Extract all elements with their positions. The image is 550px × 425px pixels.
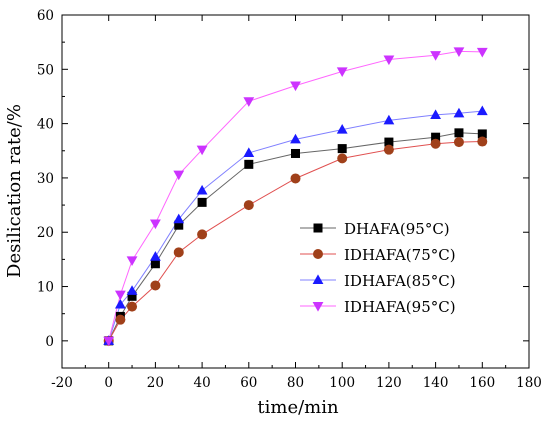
legend-label: IDHAFA(85°C) bbox=[344, 272, 456, 290]
data-point-series-1 bbox=[477, 129, 487, 139]
data-point-series-1 bbox=[197, 197, 207, 207]
data-point-series-4 bbox=[103, 336, 115, 347]
data-point-series-3 bbox=[126, 285, 138, 295]
data-point-series-2 bbox=[173, 247, 184, 258]
data-point-series-2 bbox=[430, 138, 441, 149]
data-point-series-2 bbox=[127, 301, 138, 312]
data-point-series-4 bbox=[126, 256, 138, 267]
y-axis-label: Desilication rate/% bbox=[4, 104, 25, 278]
data-point-series-4 bbox=[383, 55, 395, 66]
data-point-series-4 bbox=[243, 97, 255, 107]
legend: DHAFA(95°C) IDHAFA(75°C) IDHAFA(85°C) IDHAF… bbox=[300, 220, 456, 316]
legend-label: DHAFA(95°C) bbox=[344, 220, 450, 238]
series-markers bbox=[103, 47, 488, 347]
legend-marker bbox=[312, 274, 324, 285]
y-tick-label: 10 bbox=[37, 280, 54, 296]
x-tick-label: 0 bbox=[104, 375, 113, 391]
data-point-series-3 bbox=[114, 298, 126, 309]
axis-ticks: -20 0 20 40 60 80 100 120 140 160 180 0 10 20 30 40 50 60 bbox=[37, 8, 542, 391]
data-point-series-1 bbox=[431, 132, 441, 142]
y-tick-label: 40 bbox=[37, 117, 54, 133]
legend-marker bbox=[312, 301, 324, 312]
y-tick-label: 50 bbox=[37, 62, 54, 78]
data-point-series-1 bbox=[174, 220, 184, 230]
data-point-series-1 bbox=[127, 291, 137, 301]
y-tick-label: 60 bbox=[37, 8, 54, 24]
x-tick-label: 160 bbox=[469, 375, 495, 391]
data-point-series-1 bbox=[244, 159, 254, 169]
data-point-series-2 bbox=[290, 173, 301, 184]
data-point-series-3 bbox=[383, 114, 395, 125]
legend-marker bbox=[313, 223, 323, 233]
data-point-series-1 bbox=[454, 128, 464, 138]
y-tick-label: 30 bbox=[37, 171, 54, 187]
data-point-series-3 bbox=[173, 213, 185, 224]
data-point-series-1 bbox=[384, 137, 394, 147]
data-point-series-3 bbox=[336, 124, 348, 134]
legend-label: IDHAFA(75°C) bbox=[344, 246, 456, 264]
data-point-series-4 bbox=[290, 81, 301, 92]
data-point-series-4 bbox=[114, 290, 126, 301]
data-point-series-3 bbox=[196, 184, 208, 195]
legend-marker bbox=[313, 249, 323, 259]
data-point-series-3 bbox=[430, 109, 441, 119]
x-tick-label: -20 bbox=[51, 375, 73, 391]
x-tick-label: 20 bbox=[147, 375, 164, 391]
y-tick-label: 20 bbox=[37, 225, 54, 241]
data-point-series-2 bbox=[477, 136, 488, 147]
data-point-series-2 bbox=[383, 144, 394, 155]
data-point-series-3 bbox=[243, 147, 255, 157]
x-tick-label: 140 bbox=[423, 375, 449, 391]
data-point-series-2 bbox=[115, 314, 126, 325]
data-point-series-4 bbox=[336, 67, 348, 78]
data-point-series-1 bbox=[337, 144, 347, 154]
data-point-series-2 bbox=[243, 200, 254, 211]
plot-frame bbox=[61, 14, 530, 369]
data-point-series-2 bbox=[337, 153, 348, 164]
data-point-series-1 bbox=[291, 148, 300, 158]
data-point-series-2 bbox=[453, 137, 464, 148]
data-point-series-4 bbox=[453, 47, 465, 57]
data-point-series-4 bbox=[173, 170, 185, 181]
x-axis-label: time/min bbox=[257, 397, 339, 418]
x-tick-label: 80 bbox=[287, 375, 304, 391]
data-point-series-3 bbox=[453, 107, 465, 118]
data-point-series-3 bbox=[290, 133, 301, 144]
x-tick-label: 40 bbox=[194, 375, 211, 391]
y-tick-label: 0 bbox=[45, 334, 54, 350]
data-point-series-3 bbox=[476, 105, 488, 116]
legend-label: IDHAFA(95°C) bbox=[344, 298, 456, 316]
x-tick-label: 100 bbox=[329, 375, 355, 391]
data-point-series-2 bbox=[150, 280, 161, 291]
x-tick-label: 180 bbox=[516, 375, 542, 391]
data-point-series-4 bbox=[430, 51, 441, 61]
x-tick-label: 120 bbox=[376, 375, 402, 391]
data-point-series-2 bbox=[197, 229, 208, 240]
data-point-series-1 bbox=[150, 259, 160, 269]
data-point-series-4 bbox=[150, 219, 161, 230]
x-tick-label: 60 bbox=[240, 375, 257, 391]
data-point-series-3 bbox=[150, 251, 161, 261]
data-point-series-4 bbox=[476, 47, 488, 58]
data-point-series-4 bbox=[196, 145, 208, 156]
